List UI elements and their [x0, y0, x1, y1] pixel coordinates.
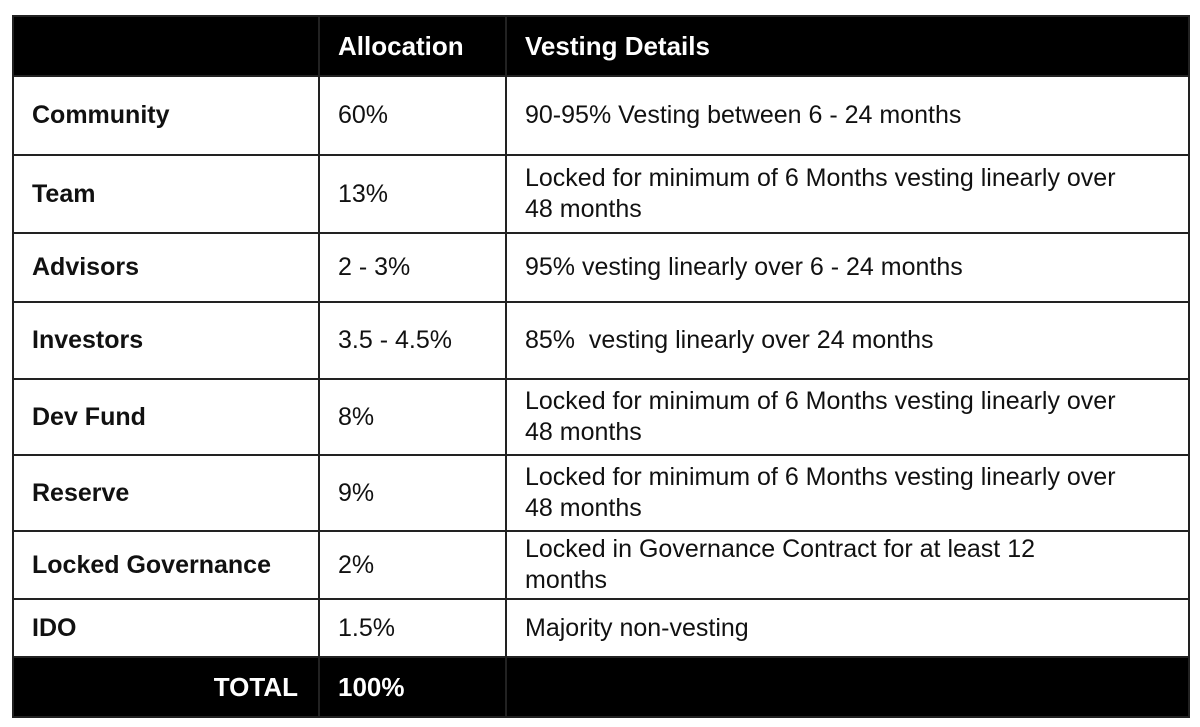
row-details: Locked in Governance Contract for at lea…	[505, 530, 1190, 600]
row-details: Locked for minimum of 6 Months vesting l…	[505, 154, 1190, 234]
row-details: 85% vesting linearly over 24 months	[505, 301, 1190, 380]
row-name: Advisors	[12, 232, 320, 303]
table-row: Dev Fund 8% Locked for minimum of 6 Months…	[12, 378, 1190, 456]
row-allocation: 60%	[318, 75, 507, 156]
row-allocation: 3.5 - 4.5%	[318, 301, 507, 380]
table-row: Investors 3.5 - 4.5% 85% vesting linearly …	[12, 301, 1190, 380]
row-name: Reserve	[12, 454, 320, 532]
table-row: Team 13% Locked for minimum of 6 Months ve…	[12, 154, 1190, 234]
row-details: 95% vesting linearly over 6 - 24 months	[505, 232, 1190, 303]
total-label: TOTAL	[12, 656, 320, 718]
allocation-table: Allocation Vesting Details Community 60% 9…	[12, 15, 1190, 718]
row-allocation: 2%	[318, 530, 507, 600]
header-row: Allocation Vesting Details	[12, 15, 1190, 77]
row-allocation: 13%	[318, 154, 507, 234]
row-allocation: 2 - 3%	[318, 232, 507, 303]
table-row: Reserve 9% Locked for minimum of 6 Months …	[12, 454, 1190, 532]
row-details: 90-95% Vesting between 6 - 24 months	[505, 75, 1190, 156]
table-body: Community 60% 90-95% Vesting between 6 - 2…	[12, 75, 1190, 658]
row-details: Majority non-vesting	[505, 598, 1190, 658]
row-name: Community	[12, 75, 320, 156]
table-row: Community 60% 90-95% Vesting between 6 - 2…	[12, 75, 1190, 156]
row-name: IDO	[12, 598, 320, 658]
table-row: Locked Governance 2% Locked in Governance …	[12, 530, 1190, 600]
total-empty	[505, 656, 1190, 718]
row-name: Investors	[12, 301, 320, 380]
table-row: IDO 1.5% Majority non-vesting	[12, 598, 1190, 658]
row-name: Dev Fund	[12, 378, 320, 456]
row-allocation: 8%	[318, 378, 507, 456]
header-cell	[12, 15, 320, 77]
row-name: Locked Governance	[12, 530, 320, 600]
row-name: Team	[12, 154, 320, 234]
header-cell: Allocation	[318, 15, 507, 77]
total-allocation: 100%	[318, 656, 507, 718]
row-details: Locked for minimum of 6 Months vesting l…	[505, 454, 1190, 532]
row-allocation: 1.5%	[318, 598, 507, 658]
table-row: Advisors 2 - 3% 95% vesting linearly over …	[12, 232, 1190, 303]
header-cell: Vesting Details	[505, 15, 1190, 77]
total-row: TOTAL 100%	[12, 656, 1190, 718]
row-allocation: 9%	[318, 454, 507, 532]
row-details: Locked for minimum of 6 Months vesting l…	[505, 378, 1190, 456]
